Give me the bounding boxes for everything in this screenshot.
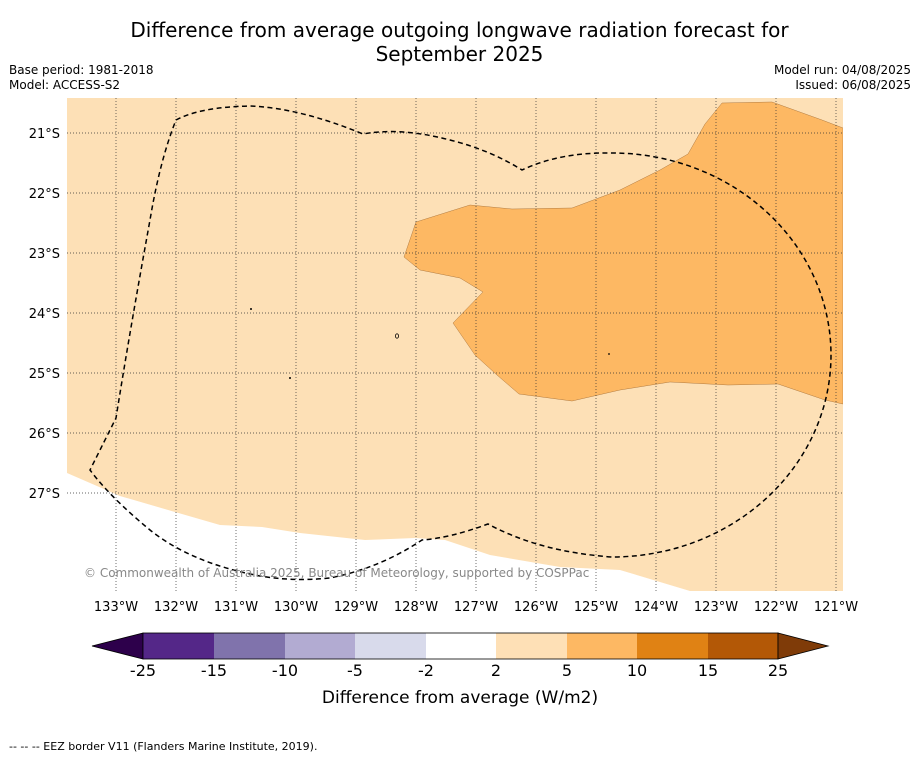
colorbar-tick: -15 xyxy=(201,661,227,680)
anomaly-field-5-10 xyxy=(403,101,843,405)
map-title: Difference from average outgoing longwav… xyxy=(0,18,919,66)
lat-label: 24°S xyxy=(29,307,60,322)
colorbar-bin xyxy=(637,633,708,659)
colorbar-bin xyxy=(143,633,214,659)
colorbar-tick: 10 xyxy=(627,661,647,680)
colorbar-label: Difference from average (W/m2) xyxy=(322,688,598,708)
issued-date: Issued: 06/08/2025 xyxy=(795,78,911,92)
lat-label: 26°S xyxy=(29,427,60,442)
colorbar-tick: -2 xyxy=(418,661,434,680)
colorbar-bin xyxy=(426,633,496,659)
lon-label: 121°W xyxy=(814,600,858,615)
eez-legend-note: -- -- -- EEZ border V11 (Flanders Marine… xyxy=(9,740,318,753)
colorbar-tick: 15 xyxy=(698,661,718,680)
colorbar-bin xyxy=(496,633,567,659)
map-panel: © Commonwealth of Australia 2025, Bureau… xyxy=(67,98,843,591)
lat-label: 27°S xyxy=(29,487,60,502)
lon-label: 128°W xyxy=(394,600,438,615)
lon-label: 124°W xyxy=(634,600,678,615)
colorbar-bin xyxy=(355,633,426,659)
lon-labels: 133°W 132°W 131°W 130°W 129°W 128°W 127°… xyxy=(94,600,858,615)
lon-label: 129°W xyxy=(334,600,378,615)
title-line-1: Difference from average outgoing longwav… xyxy=(130,18,789,42)
lat-labels: 21°S 22°S 23°S 24°S 25°S 26°S 27°S xyxy=(29,127,60,502)
lon-label: 125°W xyxy=(574,600,618,615)
island-marker xyxy=(289,377,291,379)
copyright-text: © Commonwealth of Australia 2025, Bureau… xyxy=(84,566,589,580)
lon-label: 122°W xyxy=(754,600,798,615)
lat-label: 25°S xyxy=(29,367,60,382)
lon-label: 130°W xyxy=(274,600,318,615)
lat-label: 23°S xyxy=(29,247,60,262)
colorbar-over-arrow xyxy=(777,632,830,660)
colorbar-bin xyxy=(285,633,355,659)
island-marker xyxy=(250,308,252,310)
lon-label: 126°W xyxy=(514,600,558,615)
colorbar-tick: 5 xyxy=(562,661,572,680)
lat-label: 22°S xyxy=(29,187,60,202)
colorbar: -25 -15 -10 -5 -2 2 5 10 15 25 Differenc… xyxy=(91,632,830,708)
lon-label: 133°W xyxy=(94,600,138,615)
lon-label: 131°W xyxy=(214,600,258,615)
gridlines xyxy=(67,98,843,591)
base-period: Base period: 1981-2018 xyxy=(9,63,154,77)
eez-border xyxy=(89,105,832,581)
lon-label: 127°W xyxy=(454,600,498,615)
colorbar-bin xyxy=(567,633,637,659)
lon-label: 123°W xyxy=(694,600,738,615)
title-line-2: September 2025 xyxy=(375,42,544,66)
lon-label: 132°W xyxy=(154,600,198,615)
colorbar-tick: -25 xyxy=(130,661,156,680)
island-marker xyxy=(608,353,610,355)
anomaly-field-neutral xyxy=(67,473,690,591)
island-marker xyxy=(394,333,399,339)
lat-label: 21°S xyxy=(29,127,60,142)
colorbar-bin xyxy=(214,633,285,659)
colorbar-tick: -5 xyxy=(347,661,363,680)
colorbar-bin xyxy=(708,633,778,659)
model-name: Model: ACCESS-S2 xyxy=(9,78,121,92)
colorbar-tick: -10 xyxy=(272,661,298,680)
colorbar-tick: 25 xyxy=(768,661,788,680)
meta-left: Base period: 1981-2018 Model: ACCESS-S2 xyxy=(9,63,154,93)
colorbar-tick: 2 xyxy=(491,661,501,680)
meta-right: Model run: 04/08/2025 Issued: 06/08/2025 xyxy=(774,63,911,93)
colorbar-under-arrow xyxy=(91,632,144,660)
model-run: Model run: 04/08/2025 xyxy=(773,63,911,77)
